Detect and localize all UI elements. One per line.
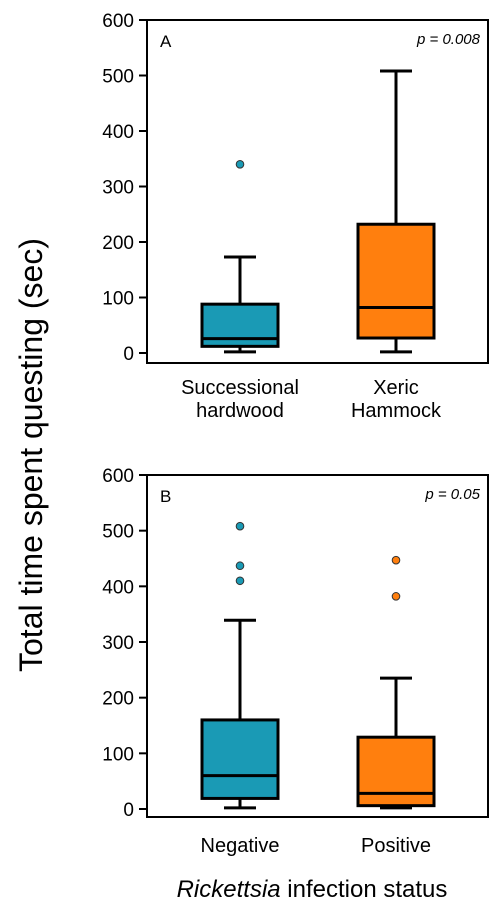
outlier-point <box>235 521 245 531</box>
p-value: p = 0.05 <box>424 486 480 503</box>
outlier-point <box>235 561 245 571</box>
category-label: Xeric <box>373 377 419 399</box>
x-axis-title-italic: Rickettsia <box>177 876 281 903</box>
outlier-point <box>391 555 401 565</box>
iqr-box <box>356 735 436 808</box>
panel-a: 0 100 200 300 400 500 600 A p = 0.008 Successiona… <box>102 11 489 422</box>
category-label: hardwood <box>196 400 284 422</box>
category-label: Positive <box>361 835 431 857</box>
iqr-box <box>200 718 280 800</box>
y-axis-title: Total time spent questing (sec) <box>13 238 49 672</box>
y-tick-label: 500 <box>102 522 134 543</box>
plot-frame <box>146 19 489 364</box>
category-label: Hammock <box>351 400 442 422</box>
y-tick-label: 100 <box>102 744 134 765</box>
category-label: Successional <box>181 377 299 399</box>
y-tick-label: 300 <box>102 633 134 654</box>
y-tick-label: 200 <box>102 689 134 710</box>
y-tick-label: 100 <box>102 289 134 310</box>
p-value: p = 0.008 <box>416 31 481 48</box>
box-1 <box>356 555 436 810</box>
iqr-box <box>356 222 436 340</box>
outlier-point <box>235 576 245 586</box>
y-tick-label: 600 <box>102 466 134 487</box>
box-0 <box>200 521 280 810</box>
outlier-point <box>235 160 245 169</box>
y-tick-label: 0 <box>123 344 134 365</box>
y-tick-label: 400 <box>102 577 134 598</box>
panel-letter: A <box>160 32 172 51</box>
box-0 <box>200 160 280 354</box>
plot-frame <box>146 474 489 818</box>
panel-b: 0 100 200 300 400 500 600 B p = 0.05 Negative Posi… <box>102 466 489 857</box>
y-tick-label: 600 <box>102 11 134 32</box>
y-tick-label: 400 <box>102 122 134 143</box>
category-label: Negative <box>201 835 280 857</box>
box-1 <box>356 69 436 354</box>
outlier-point <box>391 592 401 601</box>
x-axis-title-rest: infection status <box>281 876 448 903</box>
y-tick-label: 200 <box>102 233 134 254</box>
panel-letter: B <box>160 487 171 506</box>
x-axis-title: Rickettsia infection status <box>177 876 448 903</box>
y-tick-label: 300 <box>102 178 134 199</box>
y-tick-label: 500 <box>102 67 134 88</box>
y-tick-label: 0 <box>123 800 134 821</box>
